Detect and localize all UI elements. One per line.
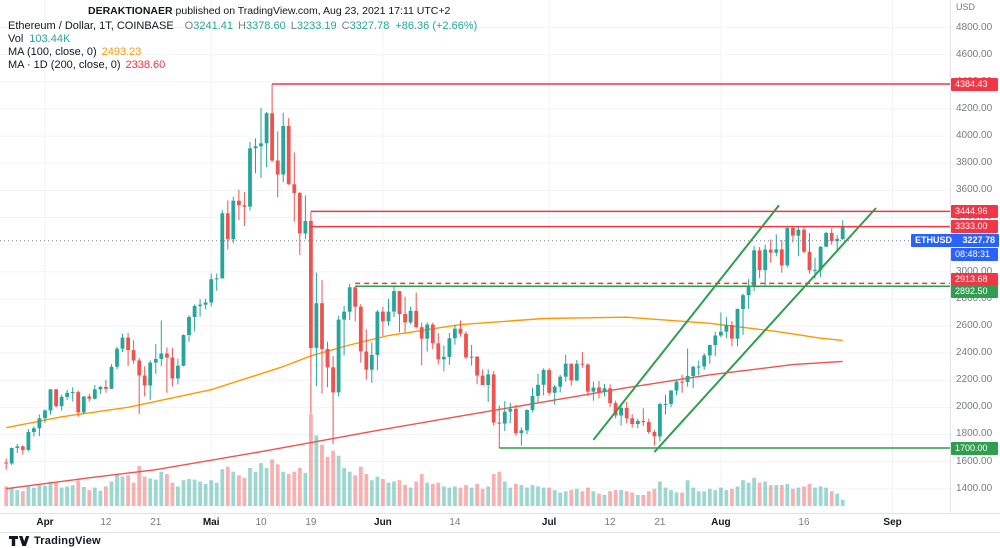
time-tick-label: Jul	[541, 517, 557, 528]
publisher-username: DERAKTIONAER	[88, 5, 173, 17]
price-tick-label: 4800.00	[956, 21, 993, 33]
ma100-line	[6, 316, 843, 429]
time-tick-label: 21	[654, 517, 666, 528]
price-tick-label: 4400.00	[956, 75, 993, 87]
ma100-label: MA (100, close, 0)	[8, 46, 97, 58]
price-tick-label: 4600.00	[956, 48, 993, 60]
volume-value: 103.44K	[29, 33, 71, 45]
price-tick-label: 3000.00	[956, 265, 993, 277]
ma200-label: MA · 1D (200, close, 0)	[8, 59, 121, 71]
tradingview-logo-glyph	[9, 536, 30, 546]
price-tick-label: 4200.00	[956, 103, 993, 114]
time-tick-label: 19	[305, 517, 317, 528]
price-tick-label: 2000.00	[956, 401, 993, 413]
price-tick-label: 2600.00	[956, 319, 993, 331]
trend-line[interactable]	[653, 207, 877, 453]
price-tick-label: 2800.00	[956, 292, 993, 304]
time-tick-label: 12	[604, 517, 616, 528]
change-value: +86.36 (+2.66%)	[395, 20, 478, 32]
ohlc-close-letter: C	[341, 20, 350, 32]
ohlc-high-value: 3378.60	[245, 20, 286, 32]
price-tick-label: 3200.00	[956, 238, 993, 250]
price-tick-label: 3800.00	[956, 157, 993, 169]
time-tick-label: Sep	[883, 517, 902, 528]
ma200-value: 2338.60	[125, 59, 166, 71]
price-tick-label: 1600.00	[956, 455, 993, 467]
level-lines	[272, 83, 950, 449]
price-tick-label: 1400.00	[956, 482, 993, 494]
legend-ma200-row[interactable]: MA · 1D (200, close, 0) 2338.60	[8, 59, 477, 72]
ohlc-low-value: 3233.19	[296, 20, 337, 32]
price-tick-label: 2200.00	[956, 374, 993, 386]
volume-label: Vol	[8, 33, 24, 45]
price-tick-label: 1800.00	[956, 428, 993, 440]
price-tick-label: 3600.00	[956, 184, 993, 196]
legend-symbol-row[interactable]: Ethereum / Dollar, 1T, COINBASE O3241.41 H…	[8, 20, 477, 33]
price-axis-unit: USD	[956, 2, 976, 12]
price-tick-label: 4000.00	[956, 130, 993, 142]
trend-channel	[592, 204, 877, 453]
legend: Ethereum / Dollar, 1T, COINBASE O3241.41 H…	[8, 20, 477, 72]
volume-series	[4, 414, 845, 506]
chart-pane[interactable]	[0, 0, 950, 513]
legend-ma100-row[interactable]: MA (100, close, 0) 2493.23	[8, 46, 477, 59]
time-axis[interactable]: Apr 12 21 Mai 10 19 Jun 14 Jul 12 21 Aug 16 Sep	[0, 513, 1000, 533]
symbol-title: Ethereum / Dollar, 1T, COINBASE	[8, 20, 174, 32]
ma100-value: 2493.23	[101, 46, 142, 58]
time-tick-label: 21	[150, 517, 162, 528]
ohlc-low-letter: L	[290, 20, 297, 32]
price-tick-label: 2400.00	[956, 347, 993, 359]
time-tick-label: Aug	[711, 517, 731, 528]
time-tick-label: 14	[449, 517, 461, 528]
ohlc-high-letter: H	[238, 20, 246, 32]
chart-canvas	[0, 0, 950, 513]
price-axis[interactable]: USD 4800.00 4600.00 4400.00 4200.00 4000.00 3…	[950, 0, 1000, 513]
tradingview-logo[interactable]: TradingView	[8, 535, 101, 547]
footer: TradingView	[0, 532, 1000, 548]
publisher-text: published on TradingView.com, Aug 23, 20…	[172, 5, 451, 17]
time-tick-label: 12	[100, 517, 112, 528]
legend-volume-row[interactable]: Vol 103.44K	[8, 33, 477, 46]
ohlc-open-value: 3241.41	[193, 20, 233, 32]
ohlc-close-value: 3327.78	[349, 20, 390, 32]
grid-layer	[0, 0, 950, 513]
brand-text: TradingView	[34, 535, 101, 547]
ma200-line	[6, 360, 843, 490]
time-tick-label: Apr	[36, 517, 54, 528]
publisher-line: DERAKTIONAER published on TradingView.co…	[88, 5, 450, 17]
price-tick-label: 3400.00	[956, 211, 993, 223]
time-tick-label: 10	[255, 517, 267, 528]
time-tick-label: Mai	[202, 517, 220, 528]
time-tick-label: Jun	[374, 517, 392, 528]
time-tick-label: 16	[798, 517, 810, 528]
candlestick-series	[4, 84, 845, 470]
ohlc-open-letter: O	[184, 20, 194, 32]
trend-line[interactable]	[592, 204, 780, 441]
